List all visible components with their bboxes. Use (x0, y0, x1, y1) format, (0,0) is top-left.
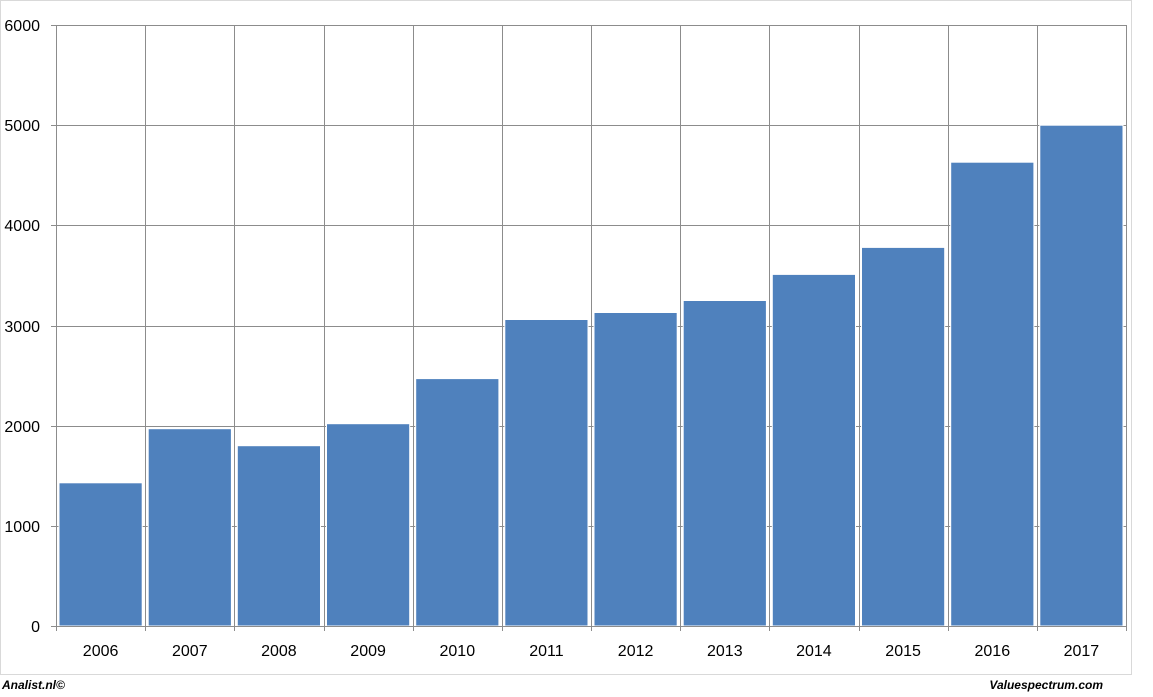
x-tick-label: 2015 (885, 643, 921, 660)
bar-2013 (682, 300, 767, 627)
footer-right-credit: Valuespectrum.com (989, 678, 1103, 692)
bar-2009 (326, 423, 411, 627)
y-tick-label: 1000 (4, 519, 40, 536)
bar-2017 (1039, 124, 1124, 627)
y-tick-label: 0 (31, 619, 40, 636)
bar-2006 (58, 482, 143, 627)
bar-2015 (861, 246, 946, 627)
x-tick-label: 2007 (172, 643, 208, 660)
y-tick-label: 3000 (4, 319, 40, 336)
bar-2010 (415, 378, 500, 627)
bars (58, 124, 1124, 627)
x-tick-label: 2013 (707, 643, 743, 660)
x-tick-label: 2008 (261, 643, 297, 660)
y-tick-label: 2000 (4, 419, 40, 436)
x-tick-label: 2017 (1064, 643, 1100, 660)
footer-left-credit: Analist.nl© (2, 678, 65, 692)
bar-2012 (593, 312, 678, 627)
tick-labels: 0 1000 2000 3000 4000 5000 6000 2006 2007 2008 200… (4, 18, 1099, 660)
x-tick-label: 2016 (975, 643, 1011, 660)
x-tick-label: 2012 (618, 643, 654, 660)
x-tick-label: 2014 (796, 643, 832, 660)
axes (51, 25, 1127, 631)
x-tick-label: 2010 (440, 643, 476, 660)
bar-2008 (236, 445, 321, 627)
y-tick-label: 4000 (4, 218, 40, 235)
bar-2007 (147, 428, 232, 627)
bar-2016 (950, 161, 1035, 627)
x-tick-label: 2009 (350, 643, 386, 660)
x-tick-label: 2006 (83, 643, 119, 660)
bar-2014 (771, 273, 856, 627)
y-tick-label: 6000 (4, 18, 40, 35)
x-tick-label: 2011 (529, 643, 564, 660)
bar-2011 (504, 319, 589, 627)
y-tick-label: 5000 (4, 118, 40, 135)
